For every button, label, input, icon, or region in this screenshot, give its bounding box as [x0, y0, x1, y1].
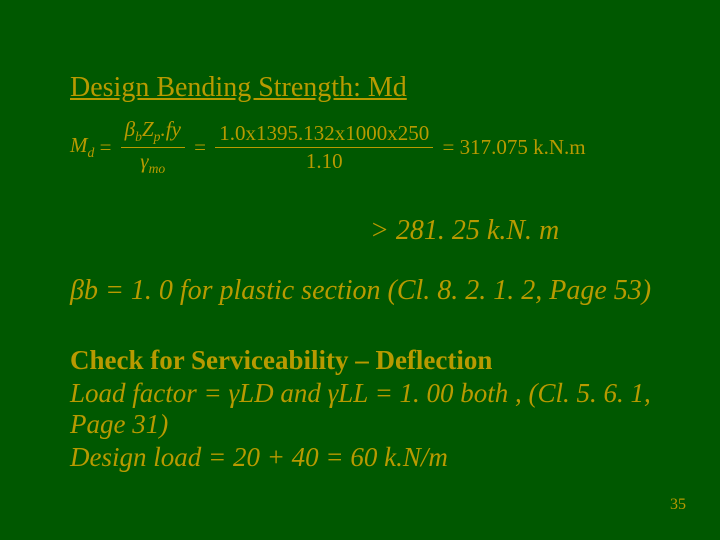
frac1-den: γmo: [121, 148, 185, 177]
formula-frac2: 1.0x1395.132x1000x250 1.10: [215, 122, 433, 171]
greater-than-line: > 281. 25 k.N. m: [370, 215, 559, 247]
lhs-symbol: M: [70, 133, 88, 157]
beta-note: βb = 1. 0 for plastic section (Cl. 8. 2.…: [70, 275, 651, 307]
frac1-beta-sub: b: [135, 129, 142, 144]
frac1-gamma-sub: mo: [149, 161, 166, 176]
formula-eq2: =: [194, 135, 206, 160]
frac2-den: 1.10: [215, 148, 433, 172]
lhs-sub: d: [88, 145, 95, 160]
page-number: 35: [670, 496, 686, 514]
slide: Design Bending Strength: Md Md = βbZp.fy…: [0, 0, 720, 540]
frac2-num: 1.0x1395.132x1000x250: [215, 122, 433, 147]
frac1-z: Z: [142, 117, 154, 141]
formula-lhs: Md: [70, 133, 94, 161]
formula-md: Md = βbZp.fy γmo = 1.0x1395.132x1000x250…: [70, 118, 586, 176]
frac1-fy: .fy: [160, 117, 180, 141]
frac1-num: βbZp.fy: [121, 118, 185, 148]
formula-eq1: =: [100, 135, 112, 160]
frac1-gamma: γ: [140, 149, 148, 173]
section-heading: Design Bending Strength: Md: [70, 72, 407, 104]
formula-frac1: βbZp.fy γmo: [121, 118, 185, 176]
design-load-line: Design load = 20 + 40 = 60 k.N/m: [70, 442, 448, 473]
check-heading: Check for Serviceability – Deflection: [70, 345, 492, 376]
frac1-beta: β: [125, 117, 135, 141]
formula-result: = 317.075 k.N.m: [442, 135, 585, 160]
load-factor-line: Load factor = γLD and γLL = 1. 00 both ,…: [70, 378, 660, 440]
